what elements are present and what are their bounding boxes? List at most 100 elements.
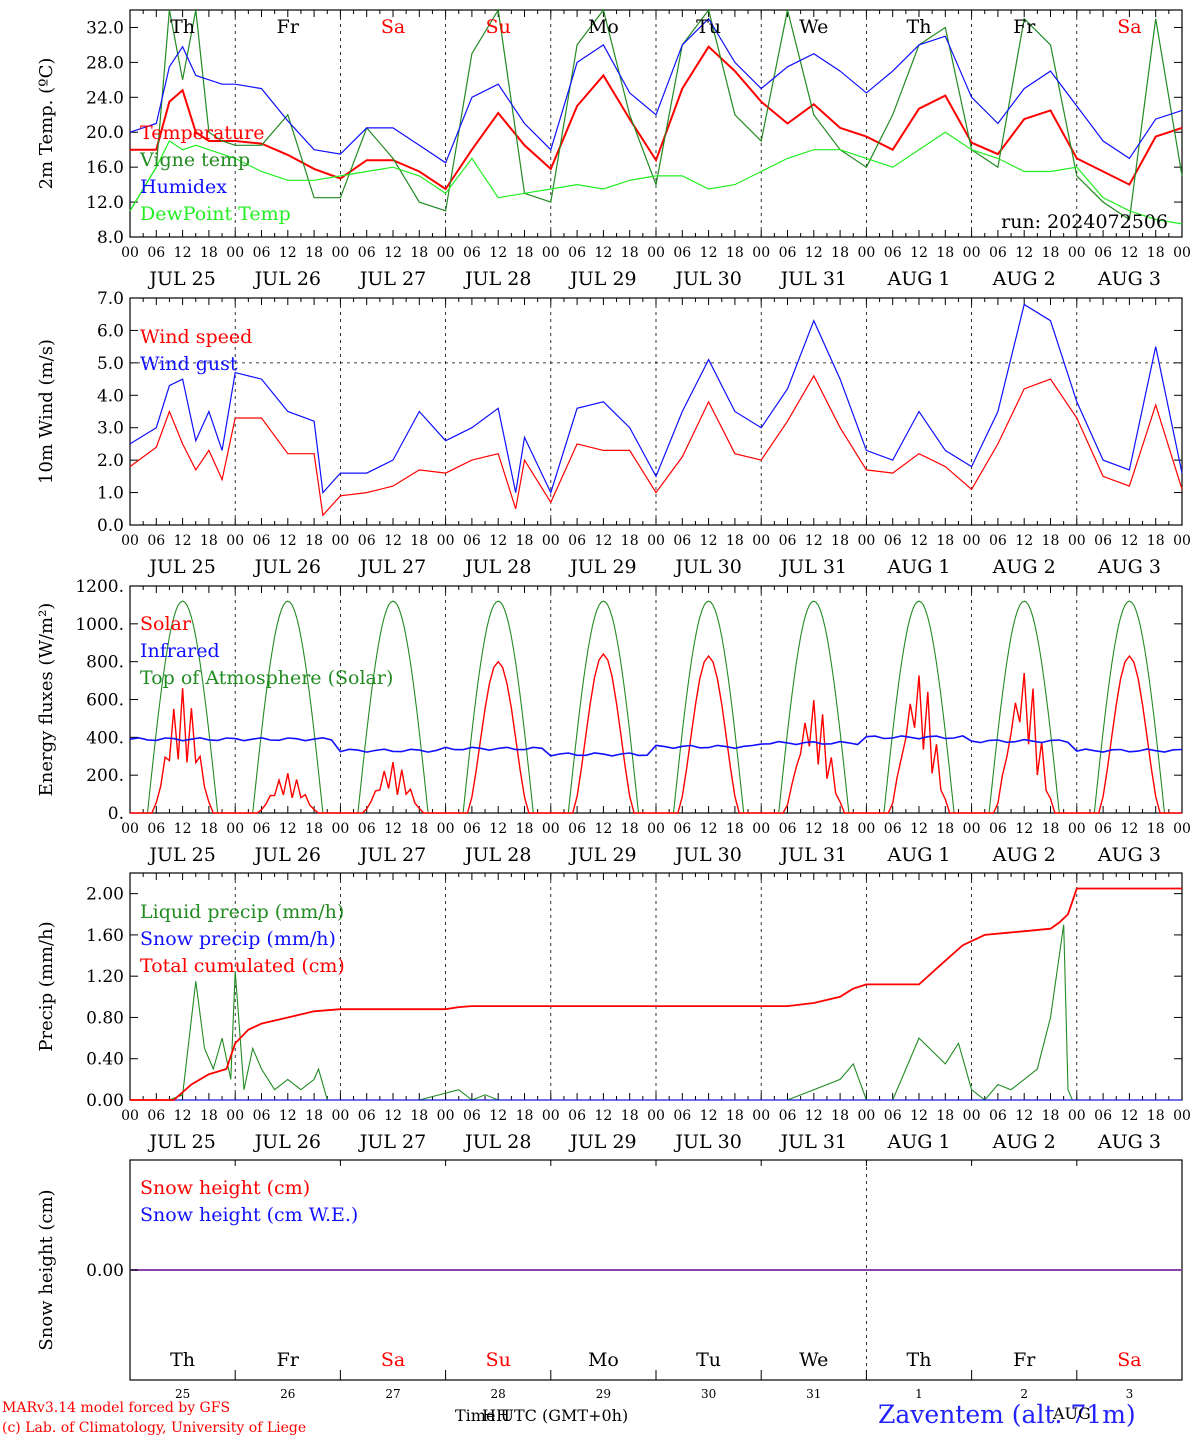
hour-tick-label: 12 [805,821,823,837]
hour-tick-label: 00 [542,533,560,549]
y-tick-label: 4.0 [97,386,124,406]
hour-tick-label: 00 [1068,1108,1086,1124]
y-tick-label: 1000. [75,615,124,635]
hour-tick-label: 00 [331,821,349,837]
hour-tick-label: 12 [1120,821,1138,837]
hour-tick-label: 12 [1120,245,1138,261]
hour-tick-label: 12 [174,821,192,837]
hour-tick-label: 00 [1068,821,1086,837]
y-tick-label: 20.0 [86,123,124,143]
hour-tick-label: 12 [805,1108,823,1124]
weekday-label: Sa [381,1349,405,1371]
hour-tick-label: 12 [805,533,823,549]
day-label: JUL 25 [147,844,215,866]
y-tick-label: 0.00 [86,1091,124,1111]
hour-tick-label: 12 [174,533,192,549]
day-label: JUL 28 [463,268,531,290]
hour-tick-label: 18 [726,245,744,261]
weekday-label: Fr [1013,1349,1036,1371]
hour-tick-label: 06 [673,245,691,261]
hour-tick-label: 06 [463,245,481,261]
weekday-label: Th [907,16,932,38]
day-number-label: 31 [806,1387,821,1401]
hour-tick-label: 18 [516,1108,534,1124]
y-tick-label: 2.0 [97,451,124,471]
hour-tick-label: 12 [174,245,192,261]
hour-tick-label: 12 [489,1108,507,1124]
legend-humidex: Humidex [140,176,227,198]
hour-tick-label: 12 [594,533,612,549]
hour-tick-label: 06 [673,533,691,549]
day-label: JUL 30 [673,556,741,578]
weekday-label: Th [170,1349,195,1371]
day-label: AUG 2 [992,844,1056,866]
y-tick-label: 6.0 [97,321,124,341]
hour-tick-label: 06 [1094,245,1112,261]
hour-tick-label: 00 [226,1108,244,1124]
y-tick-label: 0.40 [86,1050,124,1070]
legend-snow-height-cm-: Snow height (cm) [140,1177,310,1199]
day-label: JUL 29 [568,844,636,866]
hour-tick-label: 06 [358,245,376,261]
weekday-label: Th [907,1349,932,1371]
hour-tick-label: 00 [226,245,244,261]
hour-tick-label: 18 [410,245,428,261]
hour-tick-label: 12 [279,533,297,549]
hour-tick-label: 18 [410,1108,428,1124]
legend-snow-height-cm-w-e-: Snow height (cm W.E.) [140,1204,358,1226]
hour-tick-label: 06 [463,1108,481,1124]
y-tick-label: 32.0 [86,18,124,38]
hour-tick-label: 12 [384,245,402,261]
y-tick-label: 1.0 [97,484,124,504]
hour-tick-label: 06 [779,533,797,549]
hour-tick-label: 06 [253,1108,271,1124]
day-label: JUL 31 [779,1131,847,1153]
hour-tick-label: 00 [963,245,981,261]
hour-tick-label: 00 [121,1108,139,1124]
hour-tick-label: 06 [463,821,481,837]
legend-vigne-temp: Vigne temp [139,149,250,171]
day-label: JUL 30 [673,1131,741,1153]
model-credit-line: MARv3.14 model forced by GFS [2,1400,231,1416]
hour-tick-label: 12 [910,821,928,837]
hour-tick-label: 00 [121,245,139,261]
hour-tick-label: 00 [121,821,139,837]
hour-tick-label: 06 [147,533,165,549]
day-label: JUL 29 [568,1131,636,1153]
legend-top-of-atmosphere-solar-: Top of Atmosphere (Solar) [140,667,393,689]
hour-tick-label: 00 [542,821,560,837]
hour-tick-label: 00 [437,533,455,549]
y-tick-label: 1.20 [86,967,124,987]
y-tick-label: 800. [86,653,124,673]
legend-total-cumulated-cm-: Total cumulated (cm) [140,955,345,977]
legend-solar: Solar [140,613,192,635]
day-number-label: 29 [596,1387,611,1401]
legend-wind-speed: Wind speed [140,326,252,348]
day-label: JUL 26 [253,844,321,866]
hour-tick-label: 12 [1015,821,1033,837]
day-label: JUL 29 [568,268,636,290]
hour-tick-label: 06 [147,1108,165,1124]
hour-tick-label: 18 [1147,1108,1165,1124]
y-tick-label: 28.0 [86,53,124,73]
hour-tick-label: 00 [121,533,139,549]
hour-tick-label: 18 [1042,245,1060,261]
lab-credit-line: (c) Lab. of Climatology, University of L… [2,1420,307,1436]
day-label: AUG 2 [992,556,1056,578]
day-label: JUL 28 [463,844,531,866]
hour-tick-label: 06 [568,821,586,837]
hour-tick-label: 00 [437,245,455,261]
hour-tick-label: 12 [384,1108,402,1124]
hour-tick-label: 00 [963,1108,981,1124]
day-label: JUL 28 [463,1131,531,1153]
hour-tick-label: 00 [752,245,770,261]
hour-tick-label: 12 [384,533,402,549]
hour-tick-label: 18 [936,245,954,261]
hour-tick-label: 18 [410,821,428,837]
hour-tick-label: 18 [936,533,954,549]
hour-tick-label: 00 [752,821,770,837]
y-tick-label: 0.00 [86,1261,124,1281]
series-line-temperature [130,45,1183,191]
day-label: JUL 29 [568,556,636,578]
y-tick-label: 600. [86,691,124,711]
